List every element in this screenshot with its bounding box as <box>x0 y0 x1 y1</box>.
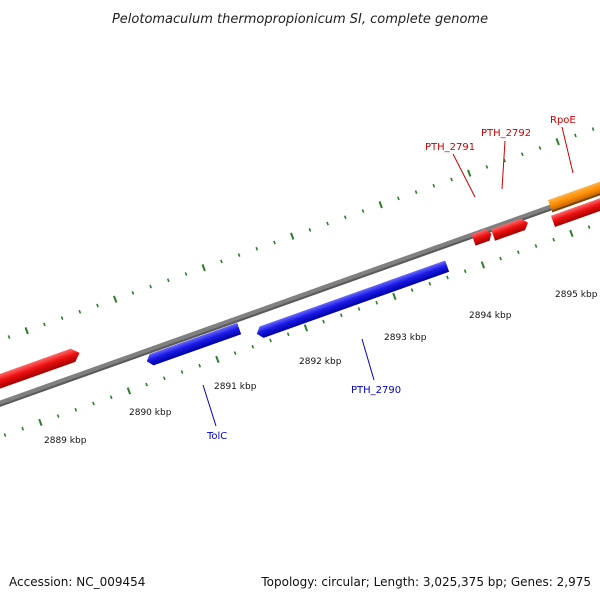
position-tick <box>269 338 272 343</box>
gene-left-forward[interactable] <box>0 346 82 394</box>
position-tick <box>414 190 418 194</box>
kbp-label-2894: 2894 kbp <box>469 311 512 321</box>
position-tick <box>446 275 449 280</box>
position-tick <box>38 418 43 427</box>
position-tick <box>162 376 166 381</box>
position-tick <box>21 426 25 431</box>
kbp-label-2892: 2892 kbp <box>299 357 342 367</box>
leader-rpoe <box>561 126 574 174</box>
gene-pth2792[interactable] <box>491 217 530 241</box>
gene-pth2790[interactable] <box>255 260 450 339</box>
position-tick <box>131 291 135 295</box>
gene-rpoe[interactable] <box>550 184 600 228</box>
position-tick <box>397 196 400 201</box>
position-tick <box>255 246 259 251</box>
accession-text: Accession: NC_009454 <box>9 575 145 589</box>
kbp-label-2889: 2889 kbp <box>44 436 87 446</box>
position-tick <box>201 264 206 272</box>
gene-label-pth2791[interactable]: PTH_2791 <box>425 142 475 153</box>
position-tick <box>463 269 467 274</box>
position-tick <box>428 281 432 286</box>
position-tick <box>290 232 295 240</box>
position-tick <box>538 146 542 150</box>
position-tick <box>432 183 436 188</box>
position-tick <box>450 177 453 182</box>
position-tick <box>273 240 276 245</box>
position-tick <box>322 319 325 324</box>
position-tick <box>215 355 220 364</box>
gene-label-pth2790[interactable]: PTH_2790 <box>351 385 401 396</box>
position-tick <box>198 363 202 368</box>
position-tick <box>286 332 290 337</box>
position-tick <box>3 433 7 437</box>
position-tick <box>237 253 241 257</box>
gene-label-rpoe[interactable]: RpoE <box>550 115 576 126</box>
position-tick <box>361 209 365 213</box>
position-tick <box>166 278 170 283</box>
position-tick <box>109 395 113 400</box>
position-tick <box>126 387 132 395</box>
position-tick <box>552 237 556 242</box>
position-tick <box>555 138 560 146</box>
gene-label-tolc[interactable]: TolC <box>206 431 227 442</box>
position-tick <box>378 201 383 209</box>
position-tick <box>92 401 95 406</box>
genome-summary-text: Topology: circular; Length: 3,025,375 bp… <box>260 575 591 589</box>
position-tick <box>499 256 502 261</box>
gene-tolc[interactable] <box>145 322 242 367</box>
gene-pth2791[interactable] <box>471 228 494 246</box>
position-tick <box>534 244 538 248</box>
position-tick <box>587 225 591 229</box>
position-tick <box>96 303 99 308</box>
position-tick <box>78 309 82 314</box>
leader-pth2790 <box>361 338 375 381</box>
position-tick <box>392 292 397 301</box>
position-tick <box>480 261 486 269</box>
position-tick <box>251 344 255 349</box>
gene-label-pth2792[interactable]: PTH_2792 <box>481 128 531 139</box>
position-tick <box>326 221 329 226</box>
position-tick <box>7 335 11 339</box>
kbp-label-2891: 2891 kbp <box>214 382 257 392</box>
rna-gene-orange[interactable] <box>548 168 600 213</box>
leader-tolc <box>202 384 217 427</box>
position-tick <box>43 322 46 327</box>
position-ticks-forward <box>7 127 595 339</box>
kbp-label-2893: 2893 kbp <box>384 333 427 343</box>
position-tick <box>375 300 379 305</box>
position-tick <box>149 284 152 289</box>
position-tick <box>343 215 347 220</box>
position-tick <box>520 152 524 157</box>
position-tick <box>220 259 223 264</box>
kbp-label-2895: 2895 kbp <box>555 290 598 300</box>
position-tick <box>339 313 343 318</box>
position-tick <box>574 133 577 138</box>
position-tick <box>180 370 184 374</box>
position-tick <box>357 307 361 311</box>
position-tick <box>516 250 520 255</box>
position-tick <box>308 228 312 232</box>
position-ticks-reverse <box>3 225 591 437</box>
position-tick <box>60 316 64 320</box>
position-tick <box>113 295 118 303</box>
position-tick <box>74 407 78 412</box>
position-tick <box>410 288 414 292</box>
position-tick <box>56 414 60 418</box>
genome-backbone <box>0 160 600 435</box>
position-tick <box>591 127 595 131</box>
position-tick <box>485 165 489 169</box>
position-tick <box>569 229 574 238</box>
position-tick <box>184 272 188 276</box>
position-tick <box>24 327 29 335</box>
position-tick <box>467 169 472 177</box>
position-tick <box>233 351 237 355</box>
map-title: Pelotomaculum thermopropionicum SI, comp… <box>112 12 488 27</box>
leader-pth2791 <box>452 153 476 198</box>
kbp-label-2890: 2890 kbp <box>129 408 172 418</box>
position-tick <box>303 324 309 332</box>
leader-pth2792 <box>501 140 506 190</box>
position-tick <box>145 382 148 387</box>
